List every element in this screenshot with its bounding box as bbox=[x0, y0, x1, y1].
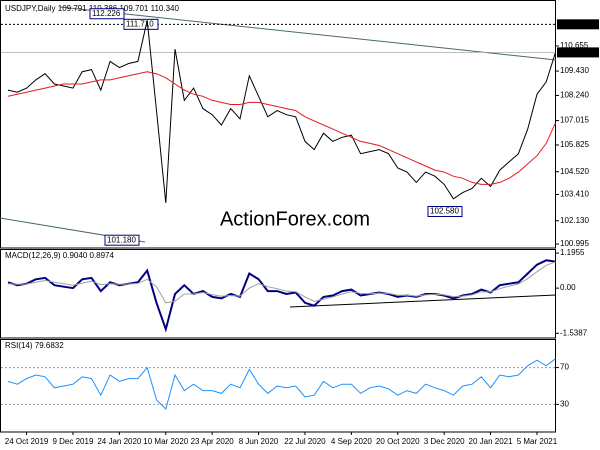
price-label: 110.340 bbox=[560, 48, 589, 57]
y-tick-label: 0.00 bbox=[560, 283, 576, 292]
x-tick-label: 20 Oct 2020 bbox=[376, 437, 420, 446]
series-line bbox=[7, 259, 556, 333]
y-tick-label: 102.130 bbox=[560, 216, 589, 225]
macd-title: MACD(12,26,9) 0.9040 0.8974 bbox=[5, 251, 115, 260]
trendline bbox=[59, 6, 557, 61]
series-line bbox=[7, 71, 556, 185]
x-tick-label: 4 Sep 2020 bbox=[331, 437, 372, 446]
x-tick-label: 22 Jul 2020 bbox=[284, 437, 326, 446]
annotation: 111.710 bbox=[126, 19, 154, 28]
y-tick-label: 108.240 bbox=[560, 91, 589, 100]
y-tick-label: 110.655 bbox=[560, 41, 589, 50]
x-tick-label: 3 Dec 2020 bbox=[424, 437, 465, 446]
x-tick-label: 24 Oct 2019 bbox=[5, 437, 49, 446]
annotation: 112.226 bbox=[92, 9, 121, 18]
x-tick-label: 10 Mar 2020 bbox=[143, 437, 188, 446]
x-tick-label: 5 Mar 2021 bbox=[517, 437, 558, 446]
annotation: 102.580 bbox=[430, 207, 459, 216]
y-tick-label: 70 bbox=[560, 363, 569, 372]
annotation: 101.180 bbox=[107, 235, 136, 244]
y-tick-label: 103.410 bbox=[560, 190, 589, 199]
rsi-title: RSI(14) 79.6832 bbox=[5, 341, 64, 350]
rsi-panel bbox=[0, 339, 556, 433]
price-label-box bbox=[557, 47, 599, 58]
annotation-box bbox=[104, 234, 140, 246]
series-line bbox=[7, 358, 556, 410]
y-tick-label: 30 bbox=[560, 400, 569, 409]
y-tick-label: -1.5387 bbox=[560, 328, 588, 337]
annotation-box bbox=[427, 206, 463, 218]
y-tick-label: 109.430 bbox=[560, 66, 589, 75]
x-tick-label: 8 Jun 2020 bbox=[239, 437, 279, 446]
series-line bbox=[7, 261, 556, 304]
y-tick-label: 105.825 bbox=[560, 140, 589, 149]
x-tick-label: 20 Jan 2021 bbox=[469, 437, 514, 446]
watermark: ActionForex.com bbox=[220, 208, 370, 230]
x-tick-label: 23 Apr 2020 bbox=[191, 437, 235, 446]
series-line bbox=[7, 20, 556, 203]
y-tick-label: 1.1955 bbox=[560, 248, 585, 257]
y-tick-label: 100.995 bbox=[560, 239, 589, 248]
annotation-box bbox=[123, 18, 159, 30]
price-panel bbox=[0, 0, 556, 249]
macd-trendline bbox=[289, 294, 557, 308]
annotation-box bbox=[89, 8, 125, 20]
y-tick-label: 107.015 bbox=[560, 116, 589, 125]
x-tick-label: 9 Dec 2019 bbox=[52, 437, 93, 446]
x-tick-label: 24 Jan 2020 bbox=[97, 437, 142, 446]
y-tick-label: 104.520 bbox=[560, 167, 589, 176]
price-label: 111.710 bbox=[560, 19, 588, 28]
macd-panel bbox=[0, 249, 556, 339]
price-label-box bbox=[557, 19, 599, 30]
